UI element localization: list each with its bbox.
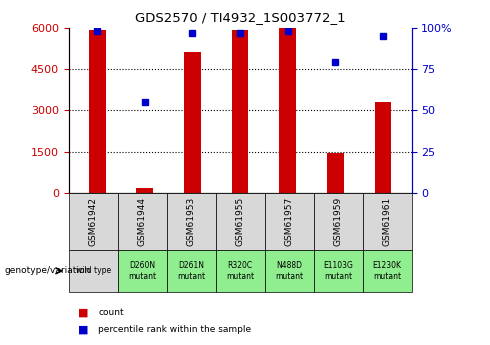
Text: ■: ■ xyxy=(78,307,89,317)
Text: GSM61953: GSM61953 xyxy=(187,197,196,246)
Text: GSM61957: GSM61957 xyxy=(285,197,294,246)
Text: genotype/variation: genotype/variation xyxy=(5,266,91,275)
Text: R320C
mutant: R320C mutant xyxy=(226,261,254,280)
Text: ■: ■ xyxy=(78,325,89,334)
Text: E1103G
mutant: E1103G mutant xyxy=(323,261,353,280)
Bar xyxy=(375,102,392,193)
Bar xyxy=(89,30,105,193)
Bar xyxy=(184,52,201,193)
Bar xyxy=(279,28,296,193)
Bar xyxy=(327,153,343,193)
Text: count: count xyxy=(98,308,123,317)
Title: GDS2570 / TI4932_1S003772_1: GDS2570 / TI4932_1S003772_1 xyxy=(135,11,345,24)
Text: N488D
mutant: N488D mutant xyxy=(275,261,303,280)
Text: GSM61961: GSM61961 xyxy=(383,197,392,246)
Text: wild type: wild type xyxy=(75,266,111,275)
Bar xyxy=(137,188,153,193)
Text: GSM61959: GSM61959 xyxy=(334,197,343,246)
Text: GSM61942: GSM61942 xyxy=(89,197,98,246)
Bar xyxy=(232,30,248,193)
Text: E1230K
mutant: E1230K mutant xyxy=(372,261,402,280)
Text: GSM61944: GSM61944 xyxy=(138,197,147,246)
Text: D260N
mutant: D260N mutant xyxy=(128,261,156,280)
Text: D261N
mutant: D261N mutant xyxy=(177,261,205,280)
Text: GSM61955: GSM61955 xyxy=(236,197,245,246)
Text: percentile rank within the sample: percentile rank within the sample xyxy=(98,325,251,334)
